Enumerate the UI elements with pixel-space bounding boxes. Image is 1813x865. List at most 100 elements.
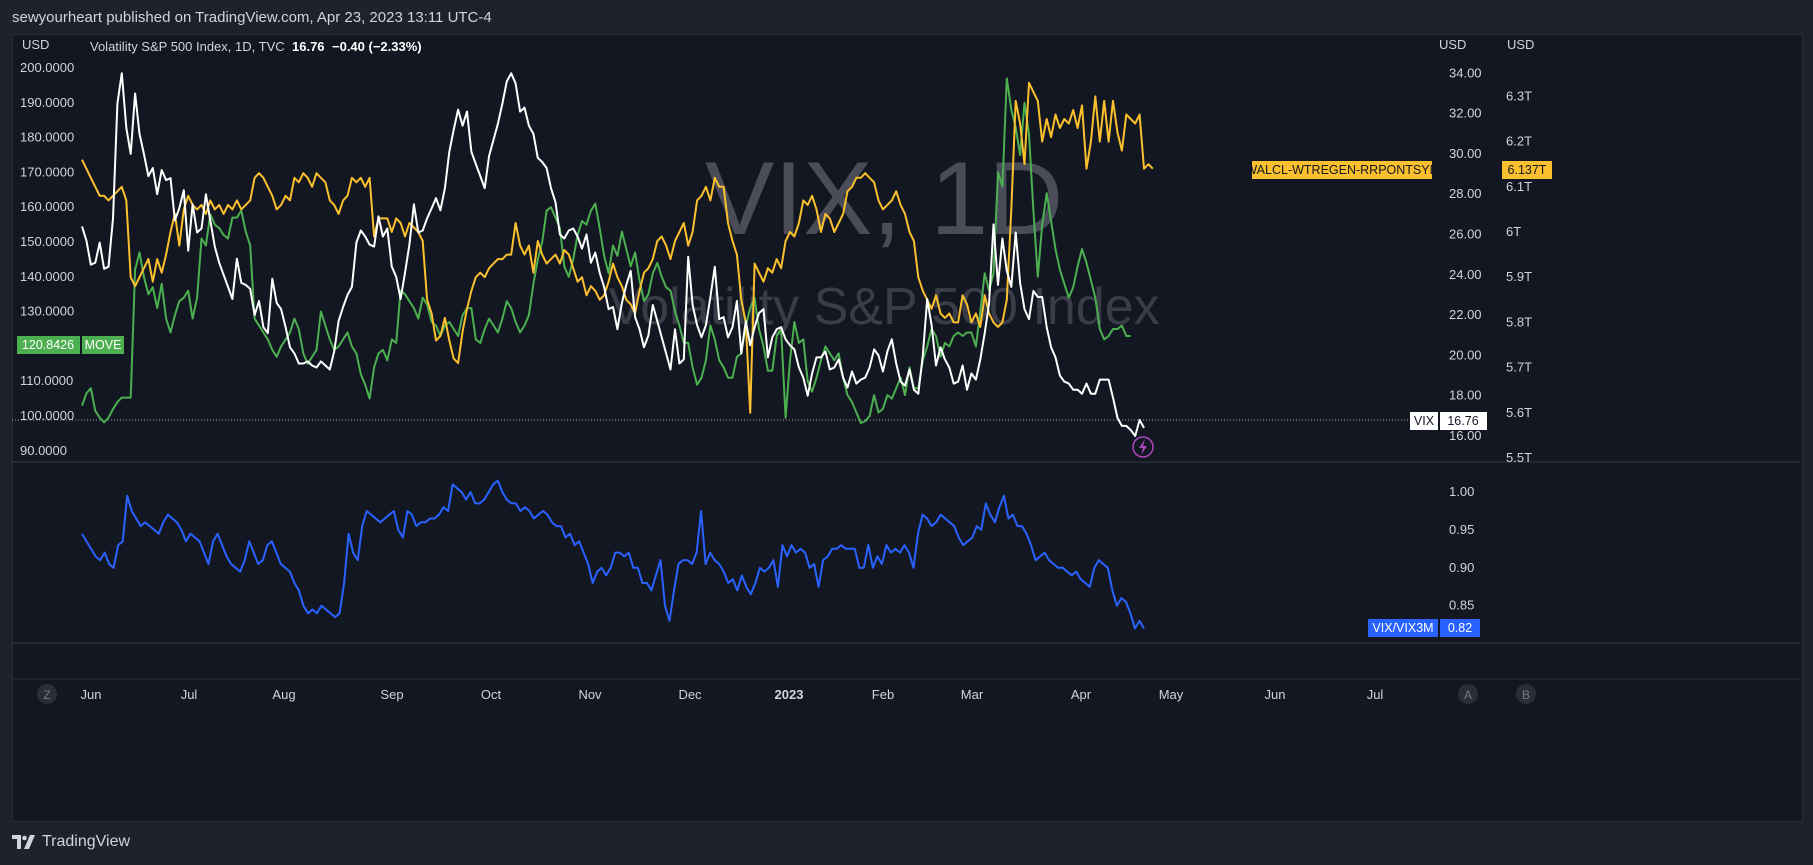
lightning-icon-bolt xyxy=(1139,439,1147,455)
auto-scale-button-bg xyxy=(1458,684,1478,704)
ratio-name: VIX/VIX3M xyxy=(1372,621,1433,635)
right-tick-label: 18.00 xyxy=(1449,388,1482,403)
left-tick-label: 160.0000 xyxy=(20,199,74,214)
time-tick-label: Mar xyxy=(961,687,984,702)
left-tick-label: 170.0000 xyxy=(20,164,74,179)
vix-price-label: VIX 16.76 xyxy=(1410,412,1487,430)
b-button[interactable]: B xyxy=(1516,684,1536,704)
right-tick-label: 26.00 xyxy=(1449,227,1482,242)
auto-scale-button[interactable]: A xyxy=(1458,684,1478,704)
right2-tick-label: 5.5T xyxy=(1506,450,1532,465)
ratio-value-box xyxy=(1440,619,1480,637)
right-tick-label: 22.00 xyxy=(1449,307,1482,322)
right-axis-unit-1: USD xyxy=(1439,37,1466,52)
right2-tick-label: 5.7T xyxy=(1506,360,1532,375)
left-tick-label: 190.0000 xyxy=(20,95,74,110)
vix-line xyxy=(81,72,1145,437)
time-tick-label: Feb xyxy=(872,687,894,702)
lightning-icon[interactable] xyxy=(1132,436,1154,458)
right-axis-ticks: 34.00 32.00 30.00 28.00 26.00 24.00 22.00 20.00… xyxy=(1449,65,1482,443)
lower-pane-series xyxy=(81,479,1145,630)
time-tick-label: 2023 xyxy=(775,687,804,702)
left-tick-label: 90.0000 xyxy=(20,443,67,458)
publish-info: sewyourheart published on TradingView.co… xyxy=(12,9,492,26)
right2-tick-label: 6.1T xyxy=(1506,179,1532,194)
left-tick-label: 130.0000 xyxy=(20,304,74,319)
chart-canvas[interactable]: VIX, 1D Volatility S&P 500 Index USD USD… xyxy=(12,34,1801,820)
walcl-value-box xyxy=(1502,161,1552,179)
move-price-label: 120.8426 MOVE xyxy=(17,336,124,354)
right2-tick-label: 6.2T xyxy=(1506,134,1532,149)
walcl-value: 6.137T xyxy=(1508,163,1547,177)
lower-pane-ticks: 1.00 0.95 0.90 0.85 xyxy=(1449,484,1474,613)
auto-scale-button-label: A xyxy=(1464,688,1472,702)
ratio-value: 0.82 xyxy=(1448,621,1472,635)
lower-tick-label: 0.85 xyxy=(1449,598,1474,613)
left-tick-label: 150.0000 xyxy=(20,234,74,249)
right-tick-label: 30.00 xyxy=(1449,146,1482,161)
left-tick-label: 140.0000 xyxy=(20,269,74,284)
lightning-icon-ring xyxy=(1132,436,1154,458)
move-name: MOVE xyxy=(85,338,122,352)
left-axis-unit: USD xyxy=(22,37,49,52)
vix-name: VIX xyxy=(1414,414,1435,428)
right-tick-label: 24.00 xyxy=(1449,267,1482,282)
lower-tick-label: 0.95 xyxy=(1449,522,1474,537)
zoom-button-bg xyxy=(37,684,57,704)
left-axis-ticks: 200.0000 190.0000 180.0000 170.0000 160.0000… xyxy=(20,60,74,458)
legend-change: −0.40 (−2.33%) xyxy=(332,39,422,54)
tradingview-logo-icon xyxy=(12,835,35,849)
right-tick-label: 28.00 xyxy=(1449,186,1482,201)
time-tick-label: Jun xyxy=(1265,687,1286,702)
walcl-line xyxy=(81,81,1154,414)
footer-brand-label: TradingView xyxy=(42,833,131,850)
left-tick-label: 200.0000 xyxy=(20,60,74,75)
footer-brand[interactable]: TradingView xyxy=(12,833,130,851)
right-tick-label: 34.00 xyxy=(1449,65,1482,80)
right2-tick-label: 5.9T xyxy=(1506,269,1532,284)
right2-tick-label: 5.6T xyxy=(1506,405,1532,420)
move-value-box xyxy=(17,336,80,354)
time-tick-label: Jun xyxy=(81,687,102,702)
left-tick-label: 110.0000 xyxy=(20,373,73,388)
right2-tick-label: 6.3T xyxy=(1506,88,1532,103)
walcl-name-box xyxy=(1252,161,1432,179)
watermark-line2: Volatility S&P 500 Index xyxy=(608,278,1159,336)
vix-value-box xyxy=(1440,412,1487,430)
right-tick-label: 20.00 xyxy=(1449,347,1482,362)
vix-vix3m-line xyxy=(81,479,1145,630)
move-value: 120.8426 xyxy=(22,338,74,352)
upper-pane-series xyxy=(81,72,1154,437)
time-tick-label: Jul xyxy=(181,687,198,702)
legend-name: Volatility S&P 500 Index, 1D, TVC xyxy=(90,39,285,54)
right-axis-unit-2: USD xyxy=(1507,37,1534,52)
time-tick-label: Nov xyxy=(578,687,602,702)
time-tick-label: Dec xyxy=(678,687,702,702)
walcl-price-label: WALCL-WTREGEN-RRPONTSYD 6.137T xyxy=(1245,161,1552,179)
right2-tick-label: 6T xyxy=(1506,224,1521,239)
right2-tick-label: 5.8T xyxy=(1506,314,1532,329)
zoom-button-label: Z xyxy=(43,688,50,702)
move-name-box xyxy=(82,336,124,354)
time-tick-label: Apr xyxy=(1071,687,1092,702)
time-tick-label: Oct xyxy=(481,687,502,702)
ratio-name-box xyxy=(1368,619,1438,637)
time-tick-label: Jul xyxy=(1367,687,1384,702)
b-button-label: B xyxy=(1522,688,1530,702)
left-tick-label: 100.0000 xyxy=(20,408,74,423)
time-tick-label: May xyxy=(1159,687,1184,702)
time-tick-label: Aug xyxy=(272,687,295,702)
walcl-name: WALCL-WTREGEN-RRPONTSYD xyxy=(1245,163,1438,177)
zoom-button[interactable]: Z xyxy=(37,684,57,704)
vix-value: 16.76 xyxy=(1447,414,1478,428)
legend-last: 16.76 xyxy=(292,39,325,54)
lower-tick-label: 0.90 xyxy=(1449,560,1474,575)
time-axis-ticks: Jun Jul Aug Sep Oct Nov Dec 2023 Feb Mar Apr May Jun… xyxy=(81,687,1384,702)
time-tick-label: Sep xyxy=(380,687,403,702)
ratio-price-label: VIX/VIX3M 0.82 xyxy=(1368,619,1480,637)
series-legend[interactable]: Volatility S&P 500 Index, 1D, TVC 16.76 … xyxy=(90,39,422,54)
right-tick-label: 32.00 xyxy=(1449,106,1482,121)
lower-tick-label: 1.00 xyxy=(1449,484,1474,499)
vix-name-box xyxy=(1410,412,1438,430)
right-tick-label: 16.00 xyxy=(1449,428,1482,443)
